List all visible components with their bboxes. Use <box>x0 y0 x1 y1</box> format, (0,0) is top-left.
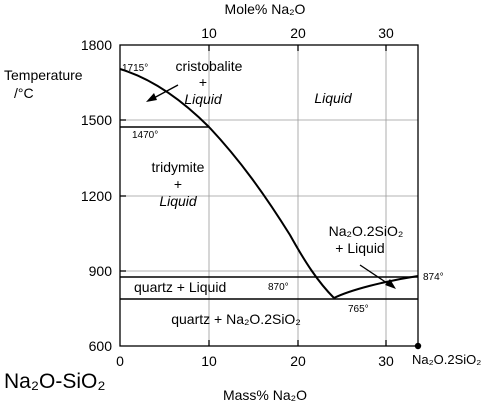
system-label: Na₂O-SiO₂ <box>4 370 105 393</box>
left-axis-label-line1: Temperature <box>4 67 83 83</box>
bottom-tick-label-30: 30 <box>378 353 394 369</box>
left-tick-label-1200: 1200 <box>81 188 112 204</box>
field-disilicate-line2: + Liquid <box>335 240 384 256</box>
arrow-to-disilicate-liquidus <box>359 264 391 286</box>
left-tick-label-900: 900 <box>89 263 113 279</box>
left-axis-label-line2: /°C <box>14 85 34 101</box>
isotherm-lines <box>120 126 418 300</box>
field-liquid: Liquid <box>314 90 353 106</box>
top-tick-label-10: 10 <box>201 25 217 41</box>
field-quartz-liquid: quartz + Liquid <box>134 279 226 295</box>
field-cristobalite-line2: + <box>199 74 207 90</box>
bottom-tick-label-0: 0 <box>116 353 124 369</box>
annotation-1470: 1470° <box>132 130 158 141</box>
arrowhead-left <box>146 93 157 102</box>
disilicate-liquidus-curve <box>333 275 419 299</box>
bottom-tick-label-10: 10 <box>201 353 217 369</box>
annotation-1715: 1715° <box>122 63 148 74</box>
field-tridymite-line2: + <box>174 176 182 192</box>
field-tridymite-line3: Liquid <box>159 193 198 209</box>
arrows <box>151 84 391 286</box>
silica-liquidus-curve <box>119 68 335 299</box>
gridlines <box>120 45 418 346</box>
annotation-870: 870° <box>268 282 289 293</box>
compound-axis-label: Na₂O.2SiO₂ <box>412 352 481 367</box>
field-cristobalite-line3: Liquid <box>184 91 223 107</box>
left-tick-label-1800: 1800 <box>81 37 112 53</box>
field-cristobalite-line1: cristobalite <box>176 58 243 74</box>
bottom-tick-label-20: 20 <box>290 353 306 369</box>
left-tick-label-1500: 1500 <box>81 112 112 128</box>
left-tick-label-600: 600 <box>89 338 113 354</box>
annotation-874: 874° <box>423 272 444 283</box>
bottom-axis-label: Mass% Na₂O <box>223 387 307 403</box>
compound-point-marker <box>414 342 422 350</box>
arrow-to-silica-liquidus <box>151 84 179 100</box>
tick-marks <box>120 45 387 346</box>
field-quartz-disilicate: quartz + Na₂O.2SiO₂ <box>171 311 301 327</box>
field-tridymite-line1: tridymite <box>152 159 205 175</box>
annotation-765: 765° <box>348 304 369 315</box>
top-axis-label: Mole% Na₂O <box>225 1 306 17</box>
arrowhead-right <box>385 279 396 289</box>
top-tick-label-20: 20 <box>290 25 306 41</box>
top-tick-label-30: 30 <box>378 25 394 41</box>
field-disilicate-line1: Na₂O.2SiO₂ <box>329 223 404 239</box>
